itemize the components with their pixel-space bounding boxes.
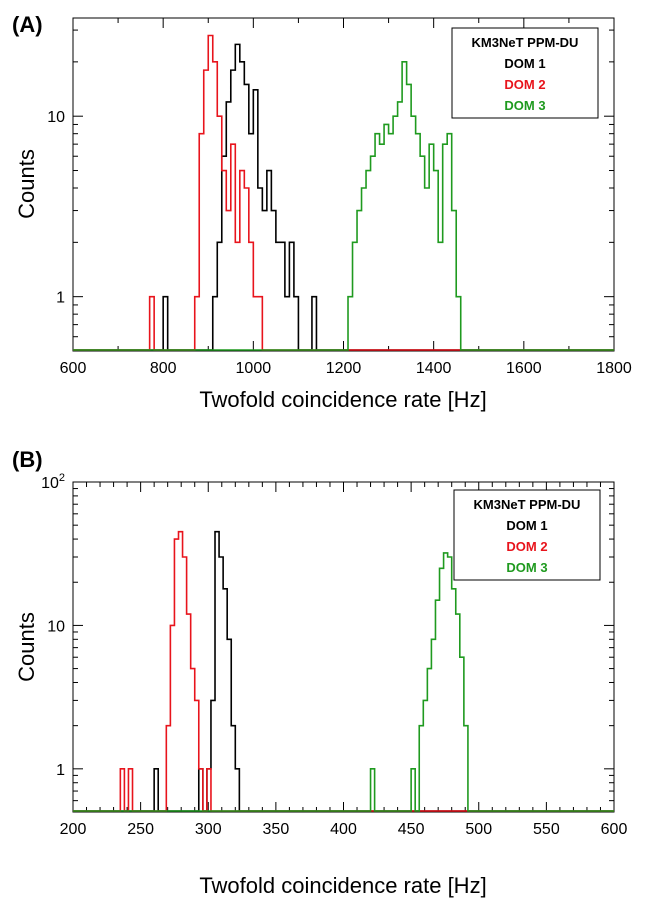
x-tick-label: 1600 (506, 360, 542, 377)
histogram-bin-dom3 (448, 557, 452, 811)
histogram-bin-dom3 (416, 134, 421, 350)
histogram-bin-dom3 (393, 116, 398, 350)
histogram-line-dom2 (73, 530, 614, 812)
legend-title: KM3NeT PPM-DU (472, 35, 579, 50)
histogram-line-dom1 (73, 43, 614, 351)
x-tick-label: 800 (150, 360, 177, 377)
legend-entry-dom3: DOM 3 (504, 98, 545, 113)
x-tick-label: 1800 (596, 360, 632, 377)
legend-entry-dom1: DOM 1 (504, 56, 545, 71)
panel-b: (B) 200 250 300 350 400 450 500 550 600 1 10 102 T… (12, 447, 627, 898)
y-axis-title: Counts (14, 149, 39, 219)
histogram-bin-dom3 (371, 156, 376, 350)
histogram-bin-dom3 (375, 134, 380, 350)
x-tick-label: 1200 (326, 360, 362, 377)
y-tick-label: 10 (47, 109, 65, 126)
legend-box (451, 27, 599, 119)
histogram-bin-dom3 (398, 102, 403, 350)
histogram-bin-dom1 (285, 297, 290, 350)
panel-a: (A) 600 800 1000 1200 1400 1600 1800 1 10 Twofo… (12, 12, 632, 412)
y-axis: 1 10 102 (41, 472, 614, 813)
x-axis: 600 800 1000 1200 1400 1600 1800 (60, 18, 632, 377)
legend-title: KM3NeT PPM-DU (474, 497, 581, 512)
x-tick-label: 1000 (236, 360, 272, 377)
x-tick-label: 350 (263, 821, 290, 838)
x-tick-label: 500 (465, 821, 492, 838)
y-axis-title: Counts (14, 612, 39, 682)
legend: KM3NeT PPM-DU DOM 1 DOM 2 DOM 3 (451, 27, 599, 119)
histogram-bin-dom2 (226, 211, 231, 350)
x-tick-label: 600 (601, 821, 628, 838)
histogram-bin-dom3 (362, 188, 367, 350)
histogram-bin-dom1 (219, 557, 223, 811)
y-tick-label: 102 (41, 472, 65, 492)
histogram-bin-dom3 (440, 568, 444, 811)
histogram-bin-dom2 (178, 532, 182, 811)
y-axis: 1 10 (47, 29, 614, 352)
legend-entry-dom1: DOM 1 (506, 518, 547, 533)
x-tick-label: 450 (398, 821, 425, 838)
histogram-bin-dom3 (389, 134, 394, 350)
x-axis: 200 250 300 350 400 450 500 550 600 (60, 482, 628, 838)
histogram-bin-dom3 (384, 124, 389, 350)
legend-box (453, 489, 601, 581)
legend-entry-dom2: DOM 2 (506, 539, 547, 554)
histogram-line-dom2 (73, 34, 614, 351)
histogram-bin-dom3 (402, 62, 407, 350)
x-axis-title: Twofold coincidence rate [Hz] (199, 387, 486, 412)
x-tick-label: 600 (60, 360, 87, 377)
x-tick-label: 300 (195, 821, 222, 838)
panel-b-label: (B) (12, 447, 43, 472)
histogram-bin-dom3 (380, 144, 385, 350)
histogram-bin-dom1 (276, 242, 281, 350)
y-tick-label: 10 (47, 618, 65, 635)
x-tick-label: 1400 (416, 360, 452, 377)
histogram-bin-dom2 (253, 297, 258, 350)
legend-entry-dom3: DOM 3 (506, 560, 547, 575)
x-tick-label: 400 (330, 821, 357, 838)
panel-a-label: (A) (12, 12, 43, 37)
histogram-bin-dom3 (452, 589, 456, 811)
y-tick-label: 1 (56, 290, 65, 307)
histogram-bin-dom3 (366, 171, 371, 350)
histogram-bin-dom2 (235, 242, 240, 350)
histogram-bin-dom3 (411, 116, 416, 350)
x-axis-title: Twofold coincidence rate [Hz] (199, 873, 486, 898)
histogram-bin-dom3 (425, 188, 430, 350)
legend: KM3NeT PPM-DU DOM 1 DOM 2 DOM 3 (453, 489, 601, 581)
histogram-bin-dom3 (444, 553, 448, 811)
x-tick-label: 550 (533, 821, 560, 838)
x-tick-label: 200 (60, 821, 87, 838)
histogram-line-dom3 (73, 61, 614, 351)
legend-entry-dom2: DOM 2 (504, 77, 545, 92)
histogram-bin-dom3 (438, 242, 443, 350)
histogram-line-dom3 (73, 552, 614, 812)
histogram-series-group (73, 34, 614, 351)
histogram-series-group (73, 530, 614, 812)
y-tick-label: 1 (56, 762, 65, 779)
histogram-bin-dom3 (407, 84, 412, 350)
x-tick-label: 250 (127, 821, 154, 838)
